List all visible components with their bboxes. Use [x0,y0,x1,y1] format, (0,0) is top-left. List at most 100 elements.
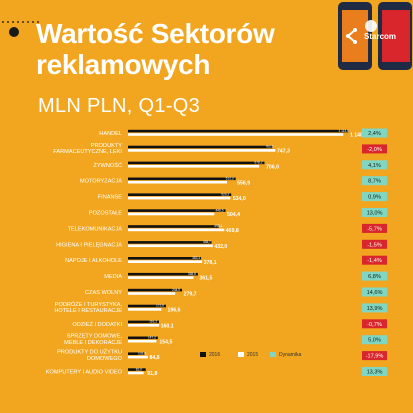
dynamika-badge [362,303,387,313]
dynamika-value: 8,7% [368,179,381,185]
bar-2015 [128,260,203,263]
phones-illustration [338,2,412,70]
value-label-2016: 432,0 [214,244,227,250]
bar-2015 [128,180,228,184]
bar-2015 [128,371,144,375]
dynamika-value: 6,8% [368,274,381,280]
value-label-2015: 147,2 [148,336,156,340]
value-label-2016: 556,9 [237,180,250,186]
page-title-line1: Wartość Sektorów [36,18,275,49]
bar-2016 [128,145,273,149]
bar-2016 [128,368,146,371]
value-label-2015: 103,3 [138,351,146,355]
category-label-line: PRODUKTY DO UŻYTKU [57,349,122,356]
bar-2015 [128,308,162,311]
dynamika-badge [362,223,387,233]
value-label-2016: 279,7 [184,292,197,298]
legend-item-dynamika: Dynamika [270,352,301,358]
dynamika-value: -2,0% [367,147,382,153]
category-label: PRODUKTY DO UŻYTKU DOMOWEGO [57,349,122,362]
category-label-line: MOTORYZACJA [80,179,122,185]
dynamika-value: -1,5% [367,242,382,248]
value-label-2015: 1 113,6 [338,129,349,133]
category-label: TELEKOMUNIKACJA [68,226,123,232]
category-label: KOMPUTERY I AUDIO VIDEO [46,370,123,376]
value-label-2016: 706,0 [266,164,279,170]
dynamika-badge [362,287,387,297]
bar-2016 [128,209,226,212]
dynamika-value: -17,9% [366,354,384,360]
category-label: ODZIEŻ I DODATKI [72,321,122,328]
value-label-2016: 469,8 [226,228,239,234]
dynamika-badge [362,176,387,186]
category-label-line: ŻYWNOŚĆ [93,161,122,169]
dynamika-badge [362,335,387,345]
category-label-line: PODRÓŻE I TURYSTYKA, [55,301,123,308]
value-label-2015: 161,2 [149,320,157,324]
category-label: FINANSE [98,195,123,201]
value-label-2015: 529,2 [221,192,229,196]
dynamika-value: 0,9% [368,195,381,201]
bar-2015 [128,355,148,359]
bar-2016 [128,336,158,340]
bar-2016 [128,129,349,133]
category-label-line: PRODUKTY [91,143,122,149]
value-label-2016: 84,8 [149,355,159,361]
value-label-2015: 81,0 [136,367,142,371]
value-label-2015: 512,3 [226,177,234,181]
legend-item-2015: 2015 [238,352,258,358]
category-label-line: ODZIEŻ I DODATKI [72,321,122,328]
category-label-line: SPRZĘTY DOMOWE, [67,334,123,340]
dynamika-badge [362,255,387,265]
dynamika-value: 2,4% [368,131,381,137]
bar-2015 [128,212,215,216]
dynamika-value: -1,4% [367,258,382,264]
value-label-2015: 438,7 [203,240,211,244]
title-block: Wartość Sektorów reklamowych [36,18,275,80]
value-label-2016: 160,1 [161,323,174,329]
dynamika-badge [362,271,387,281]
value-label-2015: 172,6 [156,304,164,308]
value-label-2016: 534,0 [233,196,246,202]
dynamika-badge [362,144,387,154]
page-title-line2: reklamowych [36,49,211,80]
category-label-line: MEBLE I DEKORACJE [64,340,122,346]
value-label-2016: 361,5 [199,276,212,282]
category-label: POZOSTAŁE [89,211,122,217]
dynamika-value: -0,7% [367,322,382,328]
category-label-line: KOMPUTERY I AUDIO VIDEO [46,370,123,376]
category-label-line: HIGIENA I PIELĘGNACJA [56,242,122,248]
dynamika-value: 14,6% [367,290,383,296]
bar-2016 [128,241,212,244]
bar-2016 [128,320,159,324]
category-label-line: POZOSTAŁE [89,211,122,217]
dynamika-value: -5,7% [367,226,382,232]
bar-2015 [128,196,231,200]
bar-2015 [128,276,194,279]
value-label-2016: 154,5 [159,339,172,345]
bar-2016 [128,193,232,196]
bar-2016 [128,257,202,260]
category-label-line: CZAS WOLNY [85,290,122,296]
value-label-2016: 378,1 [204,260,217,266]
dynamika-value: 4,1% [368,163,381,169]
dynamika-badge [362,351,387,361]
value-label-2016: 196,6 [168,308,181,314]
page-subtitle: MLN PLN, Q1-Q3 [38,95,201,117]
legend-swatch-dynamika [270,352,276,358]
dynamika-value: 13,0% [367,211,383,217]
bar-2015 [128,244,213,248]
value-label-2015: 762,5 [265,145,273,149]
category-label-line: TELEKOMUNIKACJA [68,226,123,232]
legend-item-2016: 2016 [200,352,220,358]
bar-2015 [128,133,344,136]
legend-label-2016: 2016 [209,352,221,358]
category-label-line: DOMOWEGO [87,356,123,362]
category-label: NAPOJE I ALKOHOLE [65,258,122,264]
legend-swatch-2016 [200,352,206,358]
category-label-line: FARMACEUTYCZNE, LEKI [53,149,122,155]
dynamika-badge [362,192,387,202]
category-label: HANDEL [99,131,122,137]
category-label: MEDIA [104,274,122,280]
